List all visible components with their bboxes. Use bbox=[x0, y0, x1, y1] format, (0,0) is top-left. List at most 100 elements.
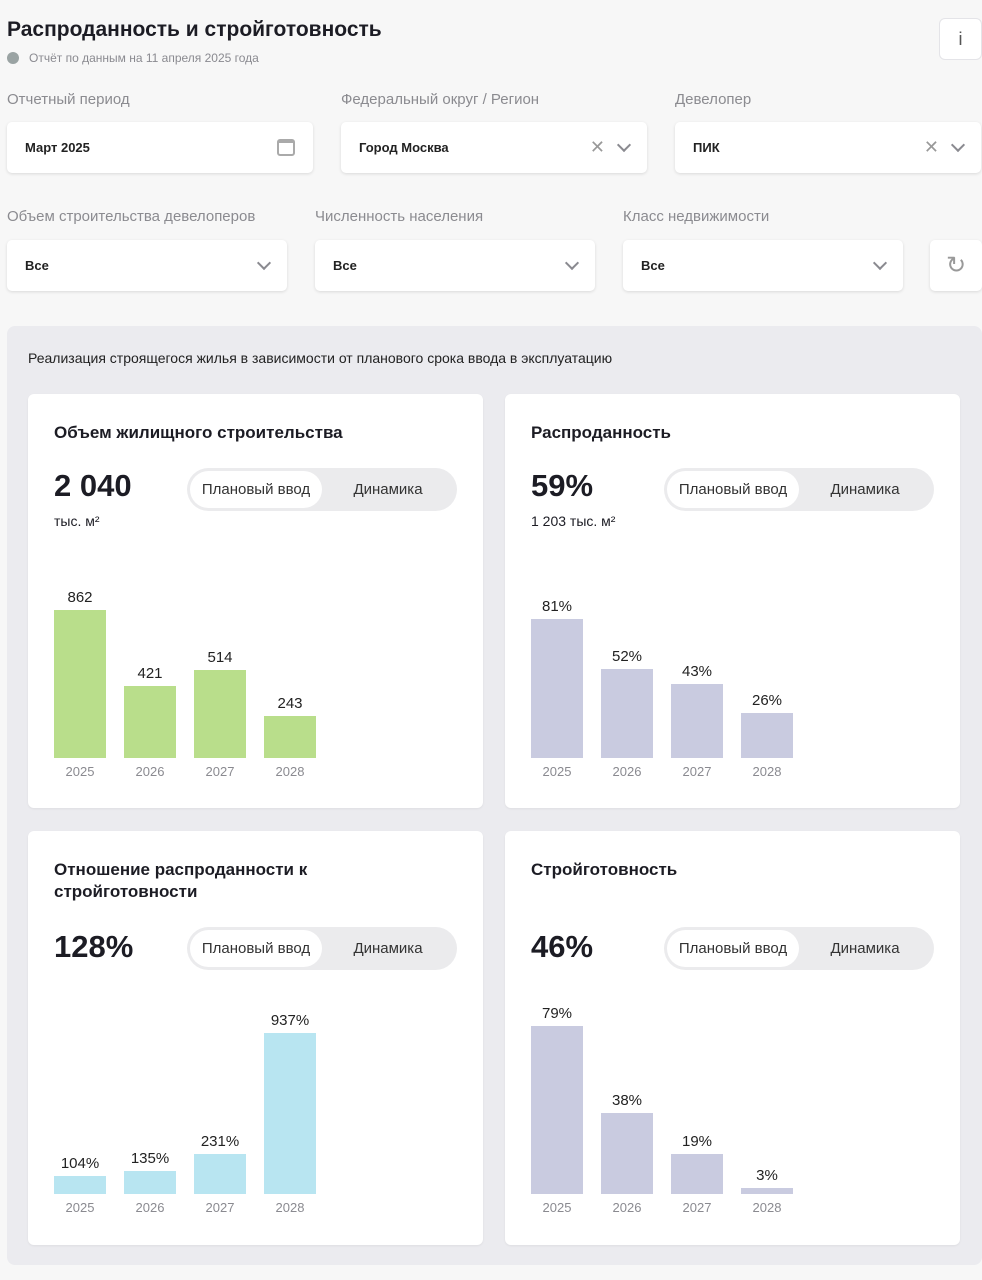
card-total: 2 040 bbox=[54, 468, 132, 503]
year-label: 2025 bbox=[542, 1200, 572, 1215]
bar-2027[interactable] bbox=[194, 1154, 246, 1194]
bar-2027[interactable] bbox=[671, 684, 723, 758]
card-total: 46% bbox=[531, 929, 594, 964]
bar-chart: 79% 2025 38% 2026 19% 2027 3% 2028 bbox=[505, 831, 960, 1245]
bar-2028[interactable] bbox=[264, 1033, 316, 1194]
bar-value-label: 104% bbox=[60, 1155, 100, 1173]
volume-select[interactable]: Все bbox=[7, 240, 287, 291]
clear-icon[interactable]: ✕ bbox=[923, 137, 939, 157]
clock-icon bbox=[7, 52, 19, 64]
year-label: 2026 bbox=[135, 1200, 165, 1215]
bar-chart: 104% 2025 135% 2026 231% 2027 937% 2028 bbox=[28, 831, 483, 1245]
period-label: Отчетный период bbox=[7, 91, 130, 108]
developer-select[interactable]: ПИК ✕ bbox=[675, 122, 981, 173]
year-label: 2025 bbox=[65, 764, 95, 779]
card-readiness: Стройготовность 46% Плановый ввод Динамик… bbox=[505, 831, 960, 1245]
chevron-down-icon bbox=[256, 255, 272, 270]
page-title: Распроданность и стройготовность bbox=[7, 18, 382, 41]
clear-icon[interactable]: ✕ bbox=[589, 137, 605, 157]
year-label: 2028 bbox=[752, 764, 782, 779]
bar-2027[interactable] bbox=[671, 1153, 723, 1194]
refresh-icon: ↻ bbox=[945, 252, 967, 279]
period-value: Март 2025 bbox=[25, 140, 90, 155]
card-volume: Объем жилищного строительства 2 040 тыс.… bbox=[28, 394, 483, 808]
card-unit: 1 203 тыс. м² bbox=[531, 513, 616, 529]
bar-2025[interactable] bbox=[531, 619, 583, 758]
population-select[interactable]: Все bbox=[315, 240, 595, 291]
report-date-text: Отчёт по данным на 11 апреля 2025 года bbox=[29, 51, 259, 65]
card-total: 59% bbox=[531, 468, 594, 503]
bar-2025[interactable] bbox=[531, 1026, 583, 1194]
bar-chart: 862 2025 421 2026 514 2027 243 2028 bbox=[28, 394, 483, 808]
year-label: 2028 bbox=[275, 1200, 305, 1215]
bar-value-label: 862 bbox=[67, 589, 93, 606]
bar-value-label: 231% bbox=[200, 1133, 240, 1151]
bar-value-label: 135% bbox=[130, 1149, 170, 1167]
toggle-planned[interactable]: Плановый ввод bbox=[667, 471, 799, 508]
reset-button[interactable]: ↻ bbox=[930, 240, 982, 291]
bar-2028[interactable] bbox=[741, 1187, 793, 1194]
bar-value-label: 81% bbox=[541, 598, 573, 615]
report-date: Отчёт по данным на 11 апреля 2025 года bbox=[7, 51, 259, 65]
card-ratio: Отношение распроданности к стройготовнос… bbox=[28, 831, 483, 1245]
bar-value-label: 421 bbox=[137, 664, 163, 682]
year-label: 2027 bbox=[205, 764, 235, 779]
view-toggle: Плановый ввод Динамика bbox=[664, 468, 934, 511]
developer-value: ПИК bbox=[693, 140, 720, 155]
population-label: Численность населения bbox=[315, 208, 484, 225]
region-value: Город Москва bbox=[359, 140, 449, 155]
toggle-planned[interactable]: Плановый ввод bbox=[667, 930, 799, 967]
card-title: Отношение распроданности к стройготовнос… bbox=[54, 860, 308, 901]
population-value: Все bbox=[333, 258, 357, 273]
bar-2026[interactable] bbox=[124, 1170, 176, 1194]
bar-2025[interactable] bbox=[54, 610, 106, 758]
bar-2028[interactable] bbox=[264, 716, 316, 758]
class-select[interactable]: Все bbox=[623, 240, 903, 291]
bar-value-label: 52% bbox=[611, 647, 643, 665]
toggle-dynamics[interactable]: Динамика bbox=[830, 481, 900, 498]
class-value: Все bbox=[641, 258, 665, 273]
year-label: 2026 bbox=[135, 764, 165, 779]
bar-value-label: 43% bbox=[681, 663, 713, 681]
bar-2026[interactable] bbox=[601, 1113, 653, 1194]
chevron-down-icon bbox=[872, 255, 888, 270]
view-toggle: Плановый ввод Динамика bbox=[187, 468, 457, 511]
toggle-dynamics[interactable]: Динамика bbox=[830, 940, 900, 957]
chevron-down-icon bbox=[616, 137, 632, 152]
calendar-icon bbox=[277, 139, 295, 156]
bar-value-label: 514 bbox=[207, 648, 233, 666]
bar-chart: 81% 2025 52% 2026 43% 2027 26% 2028 bbox=[505, 394, 960, 808]
toggle-planned[interactable]: Плановый ввод bbox=[190, 930, 322, 967]
year-label: 2026 bbox=[612, 764, 642, 779]
view-toggle: Плановый ввод Динамика bbox=[187, 927, 457, 970]
card-total: 128% bbox=[54, 929, 134, 964]
year-label: 2028 bbox=[275, 764, 305, 779]
bar-2025[interactable] bbox=[54, 1176, 106, 1194]
bar-value-label: 243 bbox=[277, 695, 303, 713]
volume-value: Все bbox=[25, 258, 49, 273]
bar-2026[interactable] bbox=[124, 685, 176, 758]
class-label: Класс недвижимости bbox=[623, 208, 770, 225]
bar-value-label: 79% bbox=[541, 1005, 573, 1022]
year-label: 2027 bbox=[682, 1200, 712, 1215]
developer-label: Девелопер bbox=[675, 91, 752, 108]
chevron-down-icon bbox=[950, 137, 966, 152]
bar-value-label: 937% bbox=[270, 1012, 310, 1029]
toggle-planned[interactable]: Плановый ввод bbox=[190, 471, 322, 508]
info-button[interactable]: i bbox=[939, 18, 982, 60]
card-title: Стройготовность bbox=[531, 860, 678, 879]
toggle-dynamics[interactable]: Динамика bbox=[353, 940, 423, 957]
year-label: 2025 bbox=[65, 1200, 95, 1215]
period-picker[interactable]: Март 2025 bbox=[7, 122, 313, 173]
volume-label: Объем строительства девелоперов bbox=[7, 208, 256, 225]
bar-2027[interactable] bbox=[194, 669, 246, 758]
view-toggle: Плановый ввод Динамика bbox=[664, 927, 934, 970]
bar-2026[interactable] bbox=[601, 668, 653, 758]
bar-value-label: 38% bbox=[611, 1092, 643, 1110]
year-label: 2027 bbox=[682, 764, 712, 779]
region-select[interactable]: Город Москва ✕ bbox=[341, 122, 647, 173]
bar-value-label: 3% bbox=[756, 1166, 778, 1184]
chevron-down-icon bbox=[564, 255, 580, 270]
toggle-dynamics[interactable]: Динамика bbox=[353, 481, 423, 498]
bar-2028[interactable] bbox=[741, 713, 793, 758]
